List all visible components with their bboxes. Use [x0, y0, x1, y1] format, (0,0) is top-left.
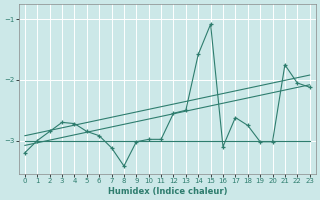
X-axis label: Humidex (Indice chaleur): Humidex (Indice chaleur) [108, 187, 227, 196]
